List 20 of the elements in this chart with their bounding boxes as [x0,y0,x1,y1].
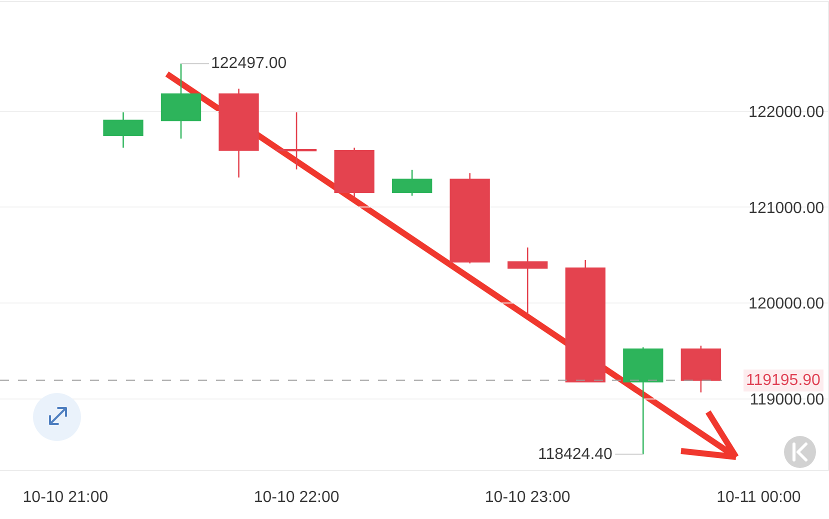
candlestick [565,259,606,383]
x-tick-label: 10-10 23:00 [484,489,570,506]
candlestick [334,147,374,198]
x-tick-label: 10-10 21:00 [22,489,108,506]
x-tick-label: 10-10 22:00 [254,489,340,506]
candlestick [508,246,548,314]
x-tick-label: 10-11 00:00 [716,489,801,506]
y-tick-label: 119000.00 [750,392,824,409]
annotation: 118424.40 [538,446,613,463]
y-tick-label: 120000.00 [748,296,824,313]
candlestick [103,112,144,148]
candlestick [392,169,432,196]
y-tick-label: 121000.00 [748,200,824,217]
candlestick [276,112,317,170]
candlestick [450,172,490,264]
y-tick-label: 122000.00 [748,104,824,121]
annotation: 122497.00 [211,55,287,72]
ref-line-label: 119195.90 [746,372,821,389]
candlestick [680,345,721,393]
candlestick [218,88,259,178]
